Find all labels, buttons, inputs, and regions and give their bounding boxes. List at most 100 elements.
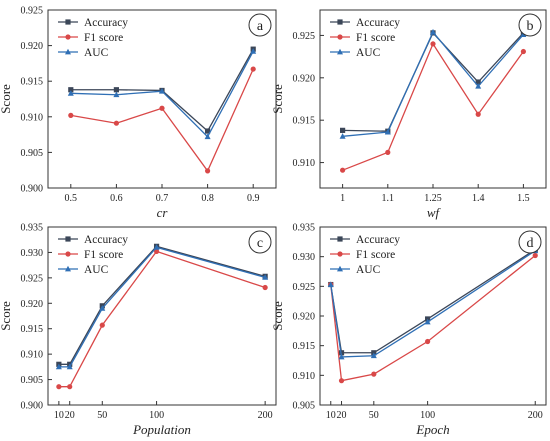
data-point [385, 149, 391, 155]
legend-label: AUC [84, 47, 109, 59]
y-tick-label: 0.915 [293, 341, 316, 352]
x-tick-label: 1.25 [424, 193, 442, 204]
x-tick-label: 100 [420, 410, 435, 421]
data-point [159, 105, 165, 111]
y-tick-label: 0.900 [21, 401, 44, 412]
data-point [475, 83, 482, 89]
y-tick-label: 0.910 [21, 112, 44, 123]
x-axis-label: cr [157, 205, 169, 220]
legend-marker [337, 265, 343, 272]
legend-label: Accuracy [84, 234, 128, 246]
y-tick-label: 0.915 [21, 77, 44, 88]
panel-badge [248, 230, 272, 254]
data-point [425, 338, 431, 345]
legend-marker [65, 48, 71, 55]
x-tick-label: 1 [340, 193, 345, 204]
chart-panel-d: 0.905 0.910 0.915 0.920 0.925 0.930 0.935 10 20 5… [270, 223, 547, 437]
y-tick-label: 0.920 [21, 41, 44, 52]
x-tick-label: 1.4 [472, 193, 485, 204]
y-tick-label: 0.920 [293, 312, 316, 323]
data-point [153, 244, 160, 250]
y-tick-label: 0.925 [293, 282, 316, 293]
data-point [384, 128, 391, 135]
legend-label: AUC [356, 264, 381, 276]
legend-marker [337, 34, 343, 40]
x-tick-label: 0.8 [201, 193, 214, 204]
legend-marker [337, 251, 343, 257]
data-point [430, 28, 436, 35]
data-point [430, 41, 436, 47]
y-tick-label: 0.930 [293, 252, 316, 263]
data-point [113, 120, 119, 126]
series-line-auc [70, 50, 254, 138]
y-tick-label: 0.930 [21, 248, 44, 259]
panel-letter: c [257, 236, 263, 251]
y-tick-label: 0.900 [21, 184, 44, 195]
y-tick-label: 0.915 [21, 324, 44, 335]
plot-frame [47, 226, 277, 406]
data-point [205, 128, 211, 134]
legend-label: F1 score [84, 249, 123, 261]
legend-marker [65, 34, 71, 40]
legend-label: AUC [84, 264, 109, 276]
data-point [250, 48, 257, 54]
y-tick-label: 0.910 [293, 158, 316, 169]
legend-marker [337, 236, 343, 242]
panel-badge [248, 13, 272, 37]
x-tick-label: 10 [54, 410, 64, 421]
data-point [339, 133, 346, 139]
data-point [56, 384, 62, 390]
y-axis-label: Score [0, 84, 13, 114]
data-point [99, 322, 105, 328]
data-point [338, 378, 345, 384]
y-tick-label: 0.925 [21, 6, 44, 17]
x-tick-label: 100 [149, 410, 164, 421]
data-point [338, 353, 345, 360]
legend-marker [65, 251, 71, 257]
y-tick-label: 0.905 [21, 375, 44, 386]
x-tick-label: 0.9 [247, 193, 260, 204]
data-point [424, 318, 431, 325]
chart-panel-c: 0.900 0.905 0.910 0.915 0.920 0.925 0.930 0.935… [0, 223, 277, 437]
legend-label: Accuracy [356, 17, 400, 29]
panel-letter: a [257, 19, 264, 34]
y-axis-label: Score [270, 301, 285, 331]
x-axis-label: Population [132, 422, 191, 437]
data-point [475, 111, 481, 117]
legend-marker [65, 19, 71, 25]
x-tick-label: 50 [97, 410, 107, 421]
x-tick-label: 50 [369, 410, 379, 421]
x-tick-label: 0.6 [110, 193, 123, 204]
data-point [67, 384, 73, 390]
x-tick-label: 0.7 [156, 193, 169, 204]
y-axis-label: Score [0, 301, 13, 331]
panel-badge [518, 230, 542, 254]
panel-letter: b [527, 19, 534, 34]
y-tick-label: 0.915 [293, 116, 316, 127]
y-tick-label: 0.925 [293, 31, 316, 42]
data-point [153, 248, 160, 255]
data-point [113, 91, 120, 98]
x-tick-label: 1.5 [517, 193, 530, 204]
legend-label: Accuracy [84, 17, 128, 29]
legend-label: AUC [356, 47, 381, 59]
legend-label: F1 score [84, 32, 123, 44]
legend-marker [65, 236, 71, 242]
plot-frame [47, 9, 277, 189]
data-point [340, 127, 346, 133]
data-point [475, 79, 481, 85]
legend-label: Accuracy [356, 234, 400, 246]
x-tick-label: 0.5 [65, 193, 78, 204]
x-tick-label: 20 [65, 410, 75, 421]
y-tick-label: 0.905 [21, 148, 44, 159]
data-point [68, 87, 74, 93]
legend-marker [337, 19, 343, 25]
y-tick-label: 0.910 [21, 350, 44, 361]
data-point [370, 352, 377, 359]
series-line-f1-score [70, 68, 254, 173]
data-point [327, 281, 334, 287]
x-tick-label: 10 [326, 410, 336, 421]
data-point [532, 252, 538, 259]
panel-letter: d [527, 236, 534, 251]
